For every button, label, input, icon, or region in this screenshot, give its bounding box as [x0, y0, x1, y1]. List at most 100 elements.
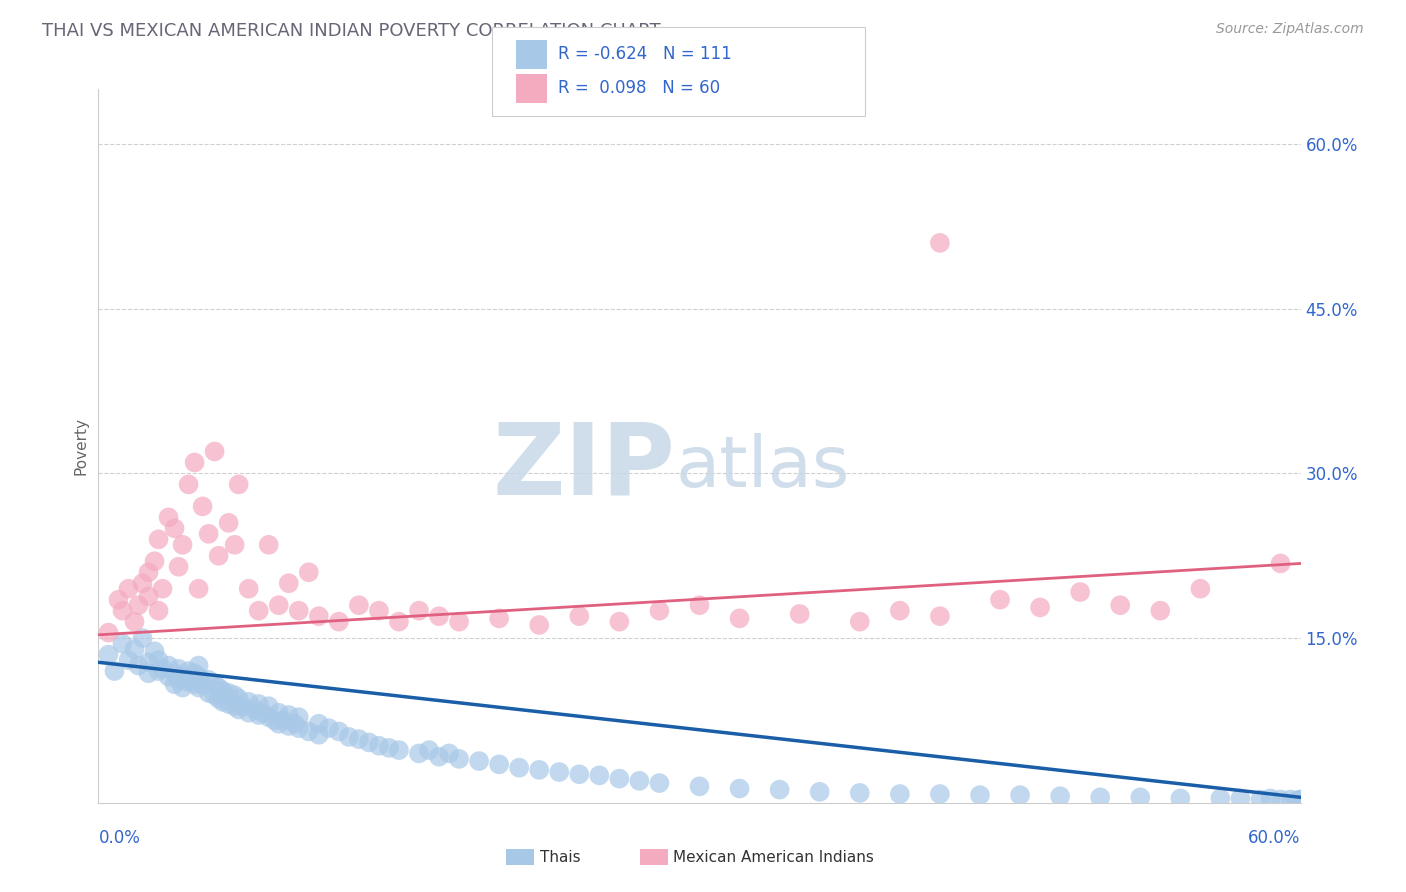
Point: [277, 708, 299, 723]
Point: [257, 699, 280, 714]
Point: [789, 607, 811, 621]
Point: [172, 669, 194, 683]
Point: [218, 516, 240, 530]
Point: [148, 653, 170, 667]
Point: [1289, 794, 1312, 808]
Point: [568, 609, 591, 624]
Point: [197, 673, 219, 687]
Point: [97, 625, 120, 640]
Point: [177, 477, 200, 491]
Point: [128, 658, 150, 673]
Point: [368, 739, 391, 753]
Point: [138, 666, 160, 681]
Point: [648, 604, 671, 618]
Point: [408, 604, 430, 618]
Text: Source: ZipAtlas.com: Source: ZipAtlas.com: [1216, 22, 1364, 37]
Point: [263, 714, 285, 728]
Point: [131, 631, 153, 645]
Point: [191, 500, 214, 514]
Point: [1289, 794, 1312, 808]
Point: [143, 644, 166, 658]
Point: [298, 724, 321, 739]
Point: [224, 688, 246, 702]
Point: [468, 754, 491, 768]
Point: [1069, 585, 1091, 599]
Y-axis label: Poverty: Poverty: [73, 417, 89, 475]
Point: [183, 455, 205, 469]
Point: [929, 235, 952, 250]
Point: [152, 582, 174, 596]
Point: [252, 706, 274, 720]
Point: [177, 675, 200, 690]
Point: [308, 609, 330, 624]
Point: [103, 664, 125, 678]
Point: [271, 714, 294, 728]
Point: [228, 691, 250, 706]
Point: [143, 554, 166, 568]
Point: [427, 609, 450, 624]
Point: [243, 702, 266, 716]
Point: [648, 776, 671, 790]
Point: [191, 677, 214, 691]
Point: [107, 592, 129, 607]
Point: [328, 615, 350, 629]
Point: [1109, 598, 1132, 612]
Point: [111, 637, 134, 651]
Point: [247, 697, 270, 711]
Point: [889, 604, 911, 618]
Point: [609, 772, 631, 786]
Point: [418, 743, 440, 757]
Text: Thais: Thais: [540, 850, 581, 864]
Point: [1279, 792, 1302, 806]
Point: [208, 549, 231, 563]
Point: [208, 691, 231, 706]
Point: [427, 749, 450, 764]
Text: ZIP: ZIP: [492, 419, 675, 516]
Point: [167, 673, 190, 687]
Point: [218, 686, 240, 700]
Point: [187, 681, 209, 695]
Point: [128, 598, 150, 612]
Point: [688, 598, 710, 612]
Point: [929, 787, 952, 801]
Point: [111, 604, 134, 618]
Point: [163, 521, 186, 535]
Point: [529, 763, 551, 777]
Point: [488, 611, 510, 625]
Point: [277, 576, 299, 591]
Point: [1129, 790, 1152, 805]
Point: [447, 752, 470, 766]
Point: [1049, 789, 1071, 804]
Point: [218, 697, 240, 711]
Point: [368, 604, 391, 618]
Text: atlas: atlas: [675, 433, 849, 502]
Point: [183, 666, 205, 681]
Point: [347, 598, 370, 612]
Point: [152, 662, 174, 676]
Point: [849, 615, 872, 629]
Point: [247, 604, 270, 618]
Point: [337, 730, 360, 744]
Point: [328, 724, 350, 739]
Point: [177, 664, 200, 678]
Text: R =  0.098   N = 60: R = 0.098 N = 60: [558, 79, 720, 97]
Point: [628, 773, 651, 788]
Point: [588, 768, 610, 782]
Text: R = -0.624   N = 111: R = -0.624 N = 111: [558, 45, 733, 63]
Point: [224, 538, 246, 552]
Point: [204, 677, 226, 691]
Point: [117, 582, 139, 596]
Point: [228, 702, 250, 716]
Point: [347, 732, 370, 747]
Point: [508, 761, 530, 775]
Point: [849, 786, 872, 800]
Point: [183, 677, 205, 691]
Point: [1270, 557, 1292, 571]
Point: [288, 710, 311, 724]
Point: [238, 582, 260, 596]
Point: [267, 706, 290, 720]
Point: [148, 604, 170, 618]
Point: [187, 669, 209, 683]
Point: [1088, 790, 1111, 805]
Point: [167, 559, 190, 574]
